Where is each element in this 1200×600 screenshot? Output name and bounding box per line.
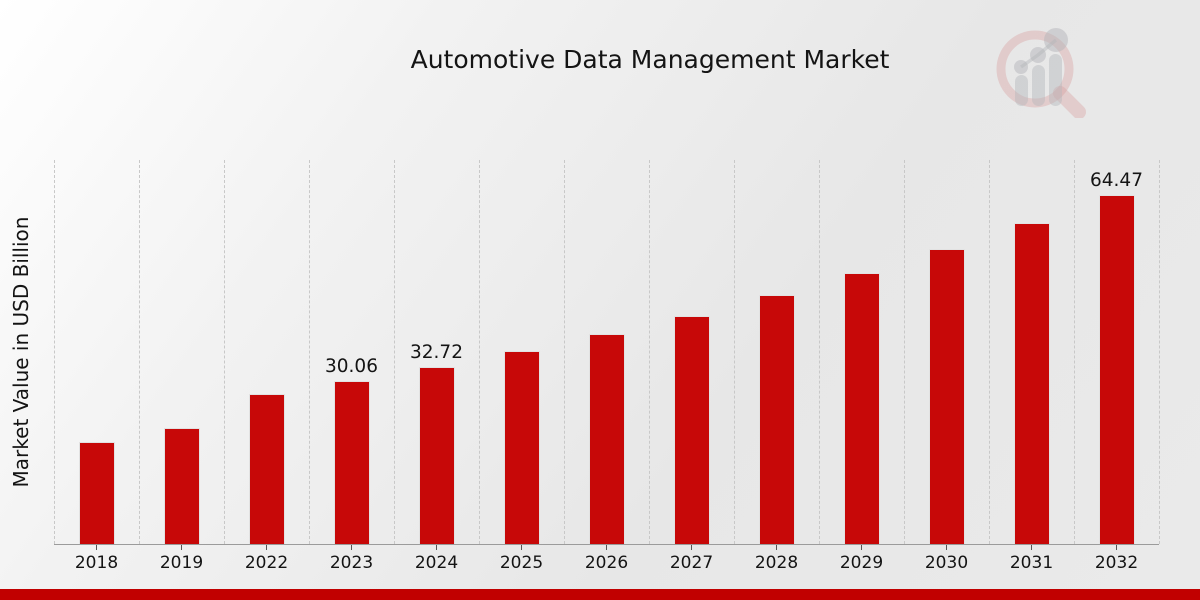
x-tick-label-2031: 2031 <box>1009 553 1054 573</box>
bar-2018 <box>78 442 115 544</box>
x-axis-tick <box>435 545 438 550</box>
x-axis-tick <box>1115 545 1118 550</box>
gridline <box>224 160 225 544</box>
x-tick-label-2030: 2030 <box>924 553 969 573</box>
bar-2024 <box>418 367 455 544</box>
bar-value-label-2023: 30.06 <box>325 356 378 377</box>
brand-logo-watermark <box>992 24 1092 122</box>
bar-2019 <box>163 428 200 544</box>
gridline <box>1074 160 1075 544</box>
x-axis-tick <box>605 545 608 550</box>
bar-2027 <box>673 316 710 544</box>
gridline <box>1159 160 1160 544</box>
bar-2031 <box>1013 223 1050 544</box>
x-tick-label-2028: 2028 <box>754 553 799 573</box>
gridline <box>394 160 395 544</box>
x-tick-label-2023: 2023 <box>329 553 374 573</box>
bar-2023 <box>333 381 370 544</box>
x-axis-tick <box>180 545 183 550</box>
gridline <box>309 160 310 544</box>
bar-2029 <box>843 273 880 544</box>
x-tick-label-2026: 2026 <box>584 553 629 573</box>
x-tick-label-2029: 2029 <box>839 553 884 573</box>
bar-2030 <box>928 249 965 544</box>
gridline <box>904 160 905 544</box>
footer-accent-bar <box>0 589 1200 600</box>
y-axis-label: Market Value in USD Billion <box>9 216 33 488</box>
bar-2032 <box>1098 195 1135 544</box>
gridline <box>734 160 735 544</box>
x-axis-tick <box>1030 545 1033 550</box>
bar-value-label-2024: 32.72 <box>410 342 463 363</box>
gridline <box>989 160 990 544</box>
x-axis-tick <box>265 545 268 550</box>
magnifier-bar-chart-icon <box>996 28 1086 119</box>
plot-area: 2018 2019 2022 30.06 2023 32.72 2024 2025 2026 20… <box>54 160 1160 573</box>
x-axis-tick <box>690 545 693 550</box>
x-tick-label-2018: 2018 <box>74 553 119 573</box>
chart-title: Automotive Data Management Market <box>410 45 890 74</box>
x-axis-tick <box>860 545 863 550</box>
x-tick-label-2019: 2019 <box>159 553 204 573</box>
gridline <box>819 160 820 544</box>
gridline <box>479 160 480 544</box>
gridline <box>649 160 650 544</box>
bar-2028 <box>758 295 795 544</box>
x-axis-tick <box>350 545 353 550</box>
bar-2025 <box>503 351 540 544</box>
gridline <box>564 160 565 544</box>
x-axis-tick <box>520 545 523 550</box>
x-axis-tick <box>945 545 948 550</box>
x-axis-tick <box>775 545 778 550</box>
x-tick-label-2024: 2024 <box>414 553 459 573</box>
bar-value-label-2032: 64.47 <box>1090 170 1143 191</box>
x-tick-label-2025: 2025 <box>499 553 544 573</box>
x-tick-label-2022: 2022 <box>244 553 289 573</box>
bar-2026 <box>588 334 625 544</box>
x-tick-label-2032: 2032 <box>1094 553 1139 573</box>
gridline <box>54 160 55 544</box>
x-tick-label-2027: 2027 <box>669 553 714 573</box>
x-axis-tick <box>95 545 98 550</box>
bar-2022 <box>248 394 285 544</box>
gridline <box>139 160 140 544</box>
